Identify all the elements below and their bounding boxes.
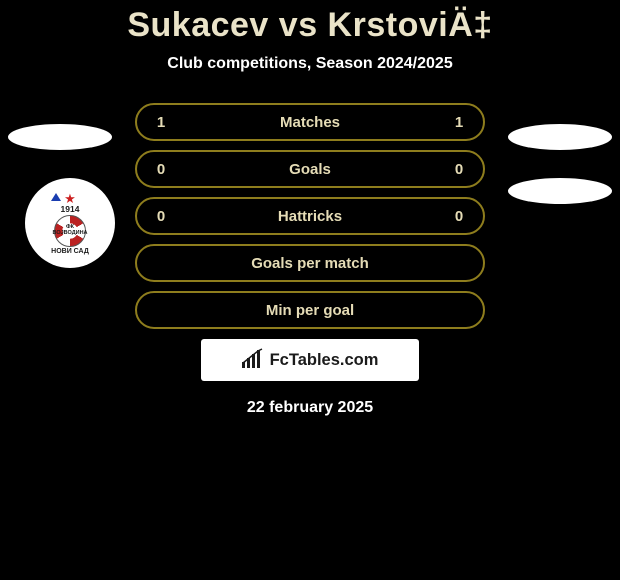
badge-bottom-text: НОВИ САД — [51, 248, 89, 255]
subtitle: Club competitions, Season 2024/2025 — [0, 55, 620, 73]
stat-row: Min per goal — [135, 291, 485, 329]
stat-value-right: 0 — [449, 208, 469, 225]
stat-value-right: 1 — [449, 114, 469, 131]
stat-label: Min per goal — [171, 302, 449, 319]
page-title: Sukacev vs KrstoviÄ‡ — [0, 6, 620, 45]
stat-label: Matches — [171, 114, 449, 131]
stat-label: Goals per match — [171, 255, 449, 272]
stat-row: 0Hattricks0 — [135, 197, 485, 235]
stat-value-left: 0 — [151, 161, 171, 178]
stat-value-left: 0 — [151, 208, 171, 225]
player-photo-placeholder-right — [508, 124, 612, 150]
club-badge-left: ★ 1914 ФКВОЈВОДИНА НОВИ САД — [25, 178, 115, 268]
date-text: 22 february 2025 — [0, 399, 620, 417]
stat-label: Goals — [171, 161, 449, 178]
stat-label: Hattricks — [171, 208, 449, 225]
club-badge-placeholder-right — [508, 178, 612, 204]
stat-row: Goals per match — [135, 244, 485, 282]
badge-star-icon: ★ — [64, 192, 76, 205]
branding-box: FcTables.com — [201, 339, 419, 381]
signal-icon — [242, 348, 264, 373]
badge-ball-icon: ФКВОЈВОДИНА — [54, 215, 86, 247]
stat-row: 0Goals0 — [135, 150, 485, 188]
branding-text: FcTables.com — [270, 351, 379, 370]
stat-value-right: 0 — [449, 161, 469, 178]
stats-container: 1Matches10Goals00Hattricks0Goals per mat… — [135, 103, 485, 329]
stat-value-left: 1 — [151, 114, 171, 131]
player-photo-placeholder-left — [8, 124, 112, 150]
stat-row: 1Matches1 — [135, 103, 485, 141]
badge-ball-text: ФКВОЈВОДИНА — [52, 225, 87, 237]
